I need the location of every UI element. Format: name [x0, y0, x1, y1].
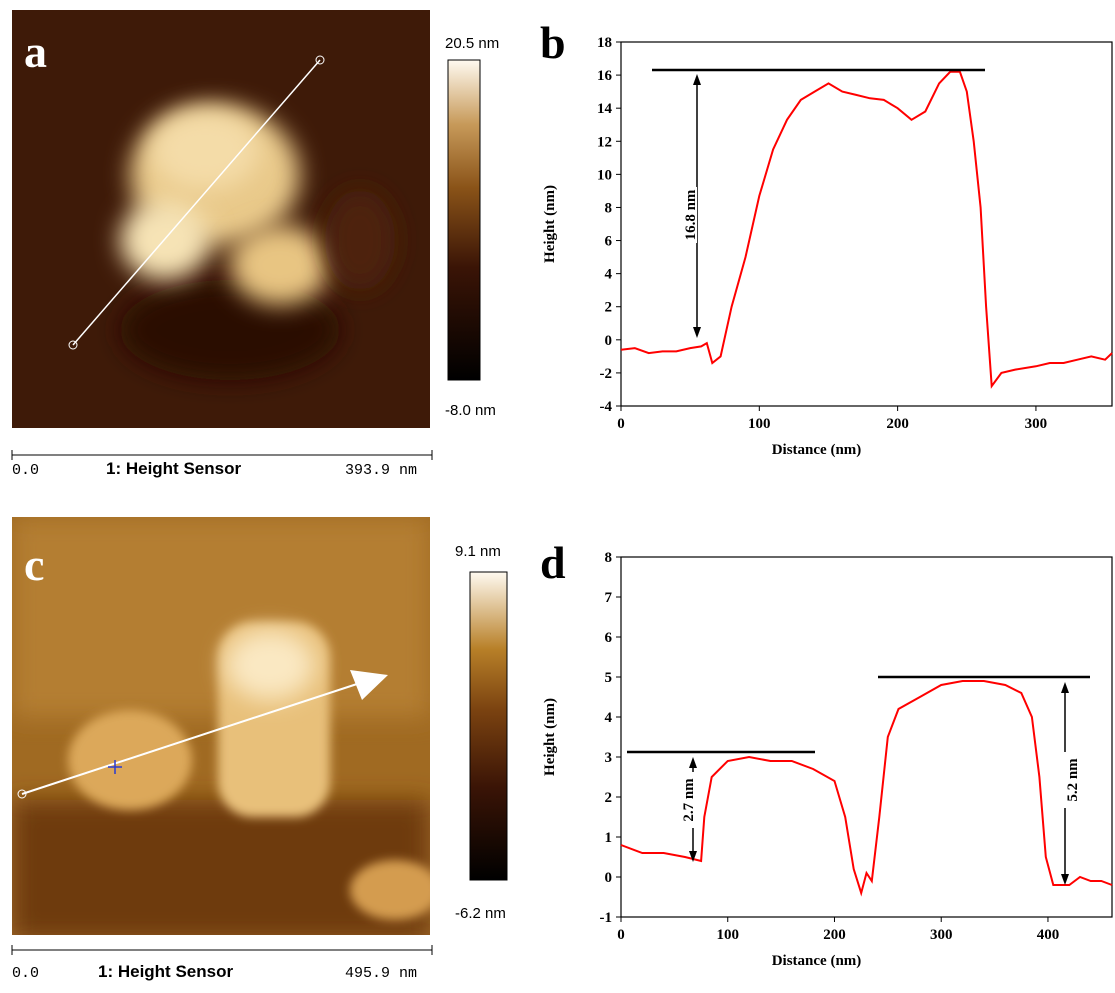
- y-tick-label: 6: [605, 630, 613, 646]
- y-tick-label: 18: [597, 35, 612, 51]
- colorbar-min: -6.2 nm: [455, 905, 506, 922]
- colorbar: [447, 59, 481, 381]
- y-tick-label: 14: [597, 101, 613, 117]
- x-tick-label: 200: [823, 927, 846, 943]
- scale-end: 393.9 nm: [345, 462, 417, 479]
- line-series: [620, 680, 1113, 897]
- scale-end: 495.9 nm: [345, 965, 417, 982]
- plot-frame: [620, 556, 1113, 918]
- y-tick-label: 4: [605, 710, 613, 726]
- panel-label: d: [540, 537, 566, 588]
- x-tick-label: 400: [1037, 927, 1060, 943]
- x-tick-label: 100: [716, 927, 739, 943]
- annotation: 2.7 nm: [681, 778, 697, 822]
- label-bg: [679, 772, 695, 828]
- y-tick-label: 16: [597, 68, 613, 84]
- y-axis-label: Height (nm): [542, 698, 558, 776]
- y-tick-label: 4: [605, 267, 613, 283]
- colorbar-min: -8.0 nm: [445, 402, 496, 419]
- plot-frame: [620, 41, 1113, 407]
- y-tick-label: -1: [600, 910, 613, 926]
- arrow-head: [693, 74, 701, 85]
- x-tick-label: 200: [886, 416, 909, 432]
- annotation: 16.8 nm: [683, 189, 699, 240]
- label-bg: [681, 187, 697, 243]
- y-tick-label: 12: [597, 134, 612, 150]
- y-tick-label: 5: [605, 670, 613, 686]
- y-axis-label: Height (nm): [542, 185, 558, 263]
- y-tick-label: 1: [605, 830, 613, 846]
- channel-label: 1: Height Sensor: [106, 459, 241, 478]
- panel-label: b: [540, 17, 566, 68]
- y-tick-label: 2: [605, 300, 613, 316]
- y-tick-label: 8: [605, 550, 613, 566]
- x-tick-label: 300: [1025, 416, 1048, 432]
- y-tick-label: 2: [605, 790, 613, 806]
- arrow-head: [689, 851, 697, 862]
- y-tick-label: 7: [605, 590, 613, 606]
- x-tick-label: 0: [617, 927, 625, 943]
- y-tick-label: 6: [605, 234, 613, 250]
- panel-label: a: [24, 26, 47, 77]
- y-tick-label: 0: [605, 870, 613, 886]
- scale-start: 0.0: [12, 462, 39, 479]
- arrow-head: [693, 327, 701, 338]
- afm-image: [12, 517, 430, 935]
- colorbar-max: 20.5 nm: [445, 35, 499, 52]
- x-axis-label: Distance (nm): [772, 442, 862, 458]
- colorbar: [469, 571, 508, 881]
- arrow-head: [689, 757, 697, 768]
- y-tick-label: 0: [605, 333, 613, 349]
- y-tick-label: -2: [600, 366, 613, 382]
- colorbar-max: 9.1 nm: [455, 543, 501, 560]
- x-tick-label: 0: [617, 416, 625, 432]
- x-tick-label: 300: [930, 927, 953, 943]
- afm-image: [12, 10, 430, 428]
- y-tick-label: 10: [597, 167, 612, 183]
- panel-label: c: [24, 539, 44, 590]
- arrow-head: [1061, 874, 1069, 885]
- y-tick-label: 3: [605, 750, 613, 766]
- scale-start: 0.0: [12, 965, 39, 982]
- y-tick-label: 8: [605, 200, 613, 216]
- y-tick-label: -4: [600, 399, 613, 415]
- x-axis-label: Distance (nm): [772, 953, 862, 969]
- x-tick-label: 100: [748, 416, 771, 432]
- annotation: 5.2 nm: [1065, 758, 1081, 802]
- channel-label: 1: Height Sensor: [98, 962, 233, 981]
- line-series: [620, 70, 1113, 389]
- arrow-head: [1061, 682, 1069, 693]
- label-bg: [1063, 752, 1079, 808]
